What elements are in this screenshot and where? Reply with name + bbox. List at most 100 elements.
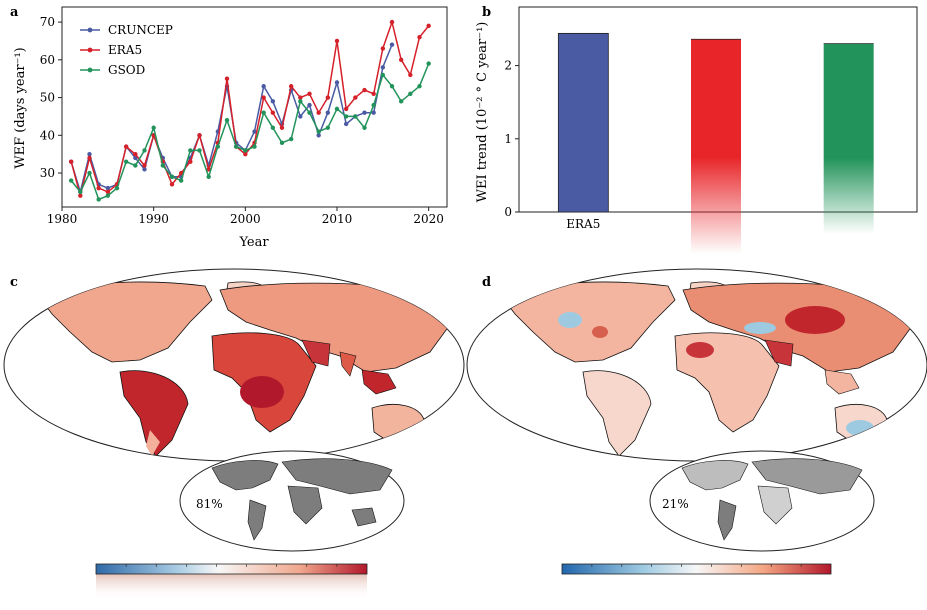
point-cruncep [316,133,321,138]
a-y-tick-label: 40 [40,128,55,142]
point-era5 [398,57,404,63]
point-era5 [288,84,294,89]
map-c-inset: 81% [179,450,405,552]
point-cruncep [133,155,138,161]
panel-b-letter: b [482,5,491,20]
point-cruncep [261,84,266,89]
point-gsod [96,197,101,202]
point-gsod [169,174,175,180]
map-c-land [39,281,453,457]
point-gsod [334,106,340,112]
point-era5 [362,87,367,93]
point-gsod [87,170,92,176]
a-x-tick-label: 1980 [47,212,78,226]
point-gsod [270,125,276,130]
point-era5 [96,185,101,191]
panel-a-x-ticks: 1980 1990 2000 2010 2020 [47,207,444,226]
point-cruncep [371,110,376,115]
panel-a-y-ticks: 30 40 50 60 70 [40,15,62,180]
panel-d-letter: d [482,275,491,290]
point-gsod [307,110,312,115]
point-gsod [398,99,404,104]
a-y-tick-label: 60 [40,53,55,67]
map-c-inset-percent: 81% [196,497,223,511]
point-era5 [68,159,74,164]
a-x-tick-label: 2010 [322,212,353,226]
point-cruncep [380,65,386,70]
point-gsod [68,178,74,183]
point-gsod [197,148,202,153]
point-era5 [334,38,340,44]
bar-1 [691,39,741,254]
point-era5 [389,19,395,25]
point-gsod [178,178,184,183]
point-gsod [160,163,166,168]
map-d: 21% [466,268,927,552]
legend-label-cruncep: CRUNCEP [108,23,173,37]
point-era5 [417,34,422,40]
point-gsod [371,102,376,108]
colorbar-d-bar [561,563,832,575]
a-y-tick-label: 50 [40,91,55,105]
point-gsod [298,99,303,104]
map-c: 81% [3,268,465,552]
point-era5 [133,151,138,157]
point-gsod [362,125,367,130]
point-era5 [307,91,312,96]
map-d-inset: 21% [649,450,875,552]
panel-a: a 1980 1990 2000 2010 2020 30 40 50 60 70 Year W… [10,5,448,250]
point-gsod [151,125,156,130]
point-era5 [178,170,184,176]
legend-label-gsod: GSOD [108,63,145,77]
point-gsod [188,148,193,153]
point-gsod [123,159,129,164]
point-cruncep [307,102,312,108]
legend-label-era5: ERA5 [108,43,142,57]
point-era5 [261,95,266,100]
a-x-tick-label: 2000 [230,212,261,226]
b-y-tick-label: 2 [504,59,512,73]
point-gsod [78,189,83,195]
point-gsod [316,129,321,134]
point-gsod [142,148,147,153]
point-cruncep [334,80,340,85]
point-gsod [224,118,230,123]
point-era5 [78,193,83,198]
legend-marker-era5 [87,47,93,53]
point-gsod [426,61,431,66]
colorbar-d [561,563,832,575]
point-gsod [343,114,349,119]
point-era5 [325,95,331,100]
point-gsod [408,91,413,96]
colorbar-c-ticks [125,564,338,567]
point-era5 [426,23,431,29]
point-gsod [353,114,358,119]
point-gsod [252,144,257,149]
panel-d: d [466,268,927,575]
point-gsod [279,140,285,146]
point-era5 [197,133,202,138]
panel-a-legend: CRUNCEP ERA5 GSOD [80,23,173,77]
colorbar-c-bar [95,563,368,575]
panel-a-x-label: Year [238,235,269,250]
point-era5 [169,182,175,187]
point-era5 [353,95,358,100]
point-cruncep [343,121,349,127]
b-category-label: ERA5 [566,217,600,231]
point-era5 [279,125,285,130]
point-era5 [188,159,193,164]
point-era5 [243,151,248,157]
point-cruncep [270,99,276,104]
point-era5 [371,91,376,96]
a-x-tick-label: 1990 [138,212,169,226]
point-cruncep [87,151,92,157]
b-y-tick-label: 0 [504,205,512,219]
colorbar-c-fade [96,574,367,600]
point-era5 [87,155,92,161]
panel-b-bars: ERA5 [557,32,874,254]
point-era5 [123,144,129,149]
series-line-gsod [70,63,430,201]
panel-a-letter: a [10,5,19,20]
bar-2 [823,43,874,234]
legend-marker-gsod [87,67,93,73]
